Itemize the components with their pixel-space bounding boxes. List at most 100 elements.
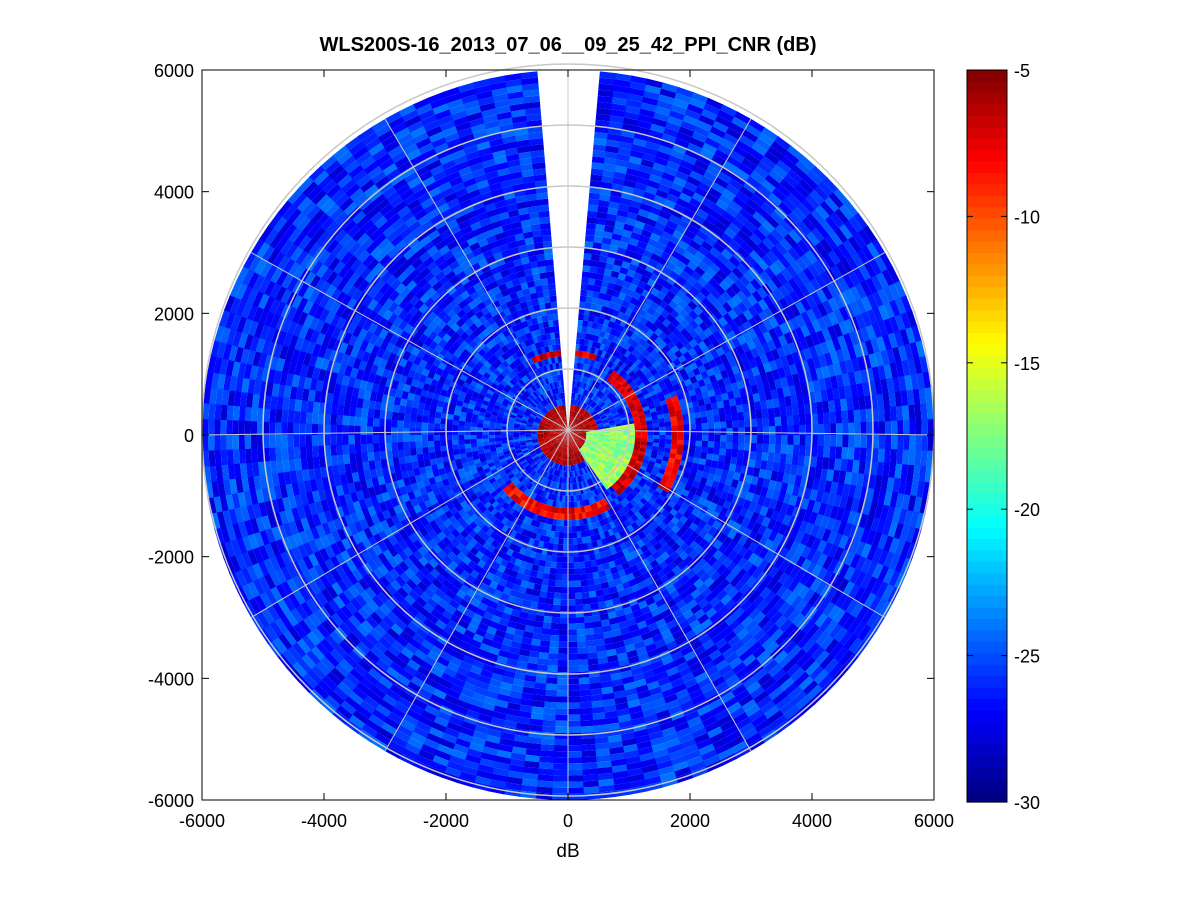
polar-cell xyxy=(737,301,749,314)
polar-cell xyxy=(421,507,431,518)
polar-cell xyxy=(774,416,782,427)
polar-cell xyxy=(584,441,591,445)
polar-cell xyxy=(534,457,540,463)
polar-cell xyxy=(593,316,600,324)
polar-cell xyxy=(658,236,671,247)
polar-cell xyxy=(541,463,548,470)
polar-cell xyxy=(642,269,654,279)
polar-cell xyxy=(606,256,616,265)
polar-cell xyxy=(558,418,563,425)
polar-cell xyxy=(546,479,552,487)
polar-cell xyxy=(599,451,606,457)
polar-cell xyxy=(616,427,623,431)
polar-cell xyxy=(399,571,411,583)
polar-cell xyxy=(577,400,581,407)
polar-cell xyxy=(567,532,573,539)
polar-cell xyxy=(398,528,409,540)
polar-cell xyxy=(657,368,666,377)
polar-cell xyxy=(577,423,583,428)
polar-cell xyxy=(575,338,582,345)
polar-cell xyxy=(679,589,691,600)
polar-cell xyxy=(607,368,614,376)
polar-cell xyxy=(403,535,414,547)
polar-cell xyxy=(512,469,520,476)
polar-cell xyxy=(578,456,583,463)
polar-cell xyxy=(732,327,743,339)
polar-cell xyxy=(575,387,579,394)
polar-cell xyxy=(546,412,552,418)
polar-cell xyxy=(458,439,465,445)
polar-cell xyxy=(603,593,613,602)
polar-cell xyxy=(573,501,578,508)
polar-cell xyxy=(661,403,669,411)
polar-cell xyxy=(516,616,528,626)
polar-cell xyxy=(478,505,488,514)
polar-cell xyxy=(548,640,559,648)
polar-cell xyxy=(534,447,541,452)
polar-cell xyxy=(607,282,617,291)
polar-cell xyxy=(552,401,557,408)
polar-cell xyxy=(717,543,728,555)
polar-cell xyxy=(481,336,490,346)
polar-cell xyxy=(653,438,660,444)
polar-cell xyxy=(394,521,405,533)
polar-cell xyxy=(604,454,612,460)
polar-cell xyxy=(607,560,616,569)
polar-cell xyxy=(547,277,556,285)
polar-cell xyxy=(758,468,767,480)
polar-cell xyxy=(364,361,374,373)
polar-cell xyxy=(700,410,708,418)
polar-cell xyxy=(493,404,501,411)
polar-cell xyxy=(652,446,659,452)
polar-cell xyxy=(409,447,417,456)
polar-cell xyxy=(653,517,663,526)
polar-cell xyxy=(558,451,562,458)
polar-cell xyxy=(633,376,641,384)
polar-cell xyxy=(584,241,595,249)
polar-cell xyxy=(418,373,428,383)
polar-cell xyxy=(562,544,568,551)
polar-cell xyxy=(500,370,508,378)
polar-cell xyxy=(756,443,764,453)
polar-cell xyxy=(686,599,698,610)
polar-cell xyxy=(724,571,737,584)
polar-cell xyxy=(579,338,586,346)
polar-cell xyxy=(625,367,633,375)
polar-cell xyxy=(578,475,583,483)
polar-cell xyxy=(486,234,498,244)
polar-cell xyxy=(560,405,563,412)
polar-cell xyxy=(452,579,464,590)
polar-cell xyxy=(617,467,625,474)
polar-cell xyxy=(568,422,570,429)
polar-cell xyxy=(546,452,552,458)
polar-cell xyxy=(550,524,557,532)
polar-cell xyxy=(601,505,608,513)
polar-cell xyxy=(707,333,718,344)
polar-cell xyxy=(606,401,614,408)
polar-cell xyxy=(722,376,732,387)
polar-cell xyxy=(644,616,656,627)
polar-cell xyxy=(477,238,490,248)
polar-cell xyxy=(549,628,560,636)
polar-cell xyxy=(755,345,766,357)
polar-cell xyxy=(389,387,398,397)
polar-cell xyxy=(659,435,666,440)
polar-cell xyxy=(410,283,422,296)
polar-cell xyxy=(528,416,535,422)
polar-cell xyxy=(527,447,535,452)
polar-cell xyxy=(689,603,702,615)
polar-cell xyxy=(561,440,566,446)
polar-cell xyxy=(619,475,627,483)
polar-cell xyxy=(578,463,583,470)
polar-cell xyxy=(415,365,425,375)
polar-cell xyxy=(576,442,583,448)
polar-cell xyxy=(555,469,559,477)
polar-cell xyxy=(652,383,661,391)
polar-cell xyxy=(559,418,563,425)
polar-cell xyxy=(571,458,574,466)
polar-cell xyxy=(525,432,532,435)
polar-cell xyxy=(587,523,594,531)
polar-cell xyxy=(595,558,603,566)
polar-cell xyxy=(573,418,578,425)
polar-cell xyxy=(355,406,363,417)
